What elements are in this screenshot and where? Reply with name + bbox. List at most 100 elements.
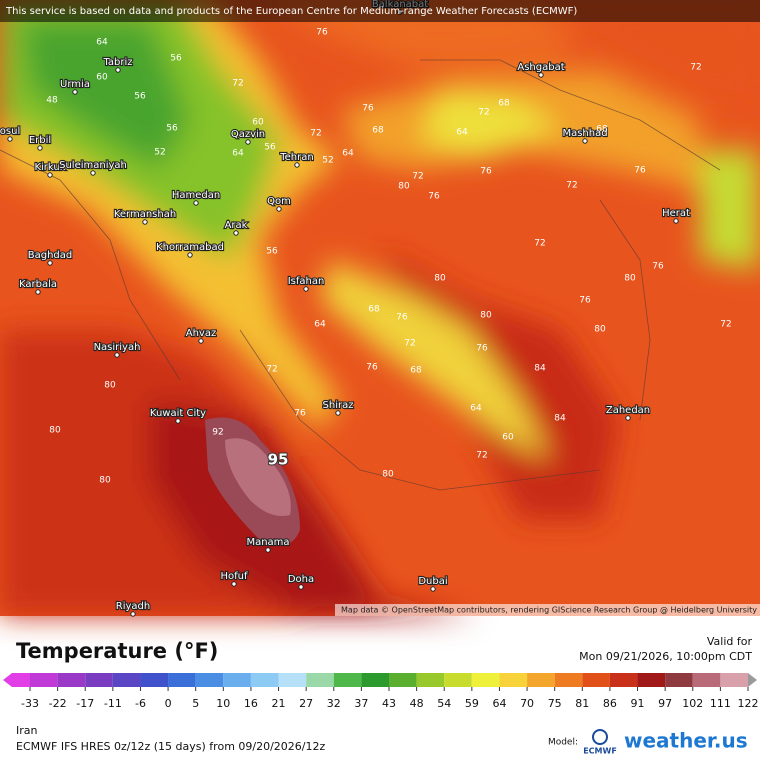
contour-label: 56 [134,92,146,102]
contour-label: 68 [498,99,510,109]
colorbar-tick-label: 86 [603,697,617,710]
colorbar-tick-label: 64 [492,697,506,710]
colorbar-cell [333,673,362,687]
legend-title: Temperature (°F) [16,639,218,663]
city-label: Qom [267,196,291,207]
colorbar-tick-label: 97 [658,697,672,710]
ecmwf-icon [592,729,608,745]
contour-label: 72 [566,181,577,191]
city-dot [47,172,53,178]
city-label: Erbil [29,135,51,146]
contour-label: 72 [690,63,701,73]
brand[interactable]: weather.us [624,729,748,753]
contour-label: 72 [476,451,487,461]
contour-label: 72 [404,339,415,349]
colorbar-cell [692,673,721,687]
city-dot [175,418,181,424]
city-dot [430,586,436,592]
contour-label: 64 [314,320,326,330]
city-dot [298,584,304,590]
attribution-bg [335,604,760,616]
colorbar-tick-label: 75 [548,697,562,710]
contour-label: 68 [372,126,384,136]
city-label: Urmia [60,79,90,90]
city-dot [187,252,193,258]
city-dot [198,338,204,344]
colorbar-cell [112,673,141,687]
colorbar-tick-label: -11 [104,697,122,710]
contour-label: 76 [634,166,646,176]
valid-label: Valid for [707,635,753,648]
model-logo: ECMWF [583,747,617,756]
colorbar-cell [471,673,500,687]
colorbar-tick-label: 16 [244,697,258,710]
colorbar-cell [665,673,693,687]
city-label: Doha [288,574,314,585]
colorbar-cell [195,673,224,687]
city-dot [294,162,300,168]
city-label: Suleimaniyah [59,160,127,171]
colorbar-tick-label: -6 [135,697,146,710]
contour-label: 68 [410,366,422,376]
city-dot [335,410,341,416]
contour-label: 80 [594,325,606,335]
contour-label: 76 [362,104,374,114]
city-dot [625,415,631,421]
city-dot [37,145,43,151]
contour-label: 80 [104,381,116,391]
city-label: Kuwait City [150,408,206,419]
legend: Temperature (°F) Valid for Mon 09/21/202… [3,635,759,710]
city-dot [233,230,239,236]
colorbar-tick-label: 70 [520,697,534,710]
city-label: Riyadh [116,601,150,612]
contour-label: 64 [470,404,482,414]
colorbar-cell [720,673,748,687]
contour-label: 76 [476,344,488,354]
notice-bar [0,0,760,22]
city-dot [7,136,13,142]
colorbar-cell [57,673,86,687]
gulf-hottest-zone [225,438,291,516]
contour-label: 76 [396,313,408,323]
contour-label: 76 [652,262,664,272]
city-dot [582,138,588,144]
colorbar-right-arrow [748,673,757,687]
city-label: Hofuf [220,571,247,582]
colorbar-cell [306,673,334,687]
contour-label: 80 [99,476,111,486]
colorbar-cell [609,673,638,687]
colorbar-cell [361,673,389,687]
temperature-field [0,0,760,616]
contour-label: 76 [579,296,591,306]
city-label: Shiraz [323,400,354,411]
colorbar-cell [278,673,307,687]
colorbar-tick-label: -22 [49,697,67,710]
colorbar-cell [12,673,30,687]
colorbar-tick-label: 27 [299,697,313,710]
contour-label: 72 [310,129,321,139]
contour-label: 48 [46,96,58,106]
city-label: Arak [225,220,248,231]
colorbar-cell [499,673,528,687]
contour-label: 76 [294,409,306,419]
city-label: Hamedan [172,190,220,201]
contour-label: 80 [398,182,410,192]
contour-label: 64 [232,149,244,159]
model-run: ECMWF IFS HRES 0z/12z (15 days) from 09/… [16,740,326,753]
colorbar-tick-label: 59 [465,697,479,710]
colorbar-tick-label: 5 [192,697,199,710]
city-label: osul [0,126,20,137]
contour-label: 60 [96,73,108,83]
colorbar-tick-label: 21 [272,697,286,710]
city-dot [35,289,41,295]
colorbar-cell [250,673,279,687]
city-dot [231,581,237,587]
city-label: Isfahan [288,276,325,287]
colorbar-cell [85,673,113,687]
city-label: Ashgabat [517,62,564,73]
attribution: Map data © OpenStreetMap contributors, r… [341,606,757,615]
city-label: Tabriz [102,57,132,68]
colorbar-tick-label: 43 [382,697,396,710]
contour-label: 52 [154,148,165,158]
